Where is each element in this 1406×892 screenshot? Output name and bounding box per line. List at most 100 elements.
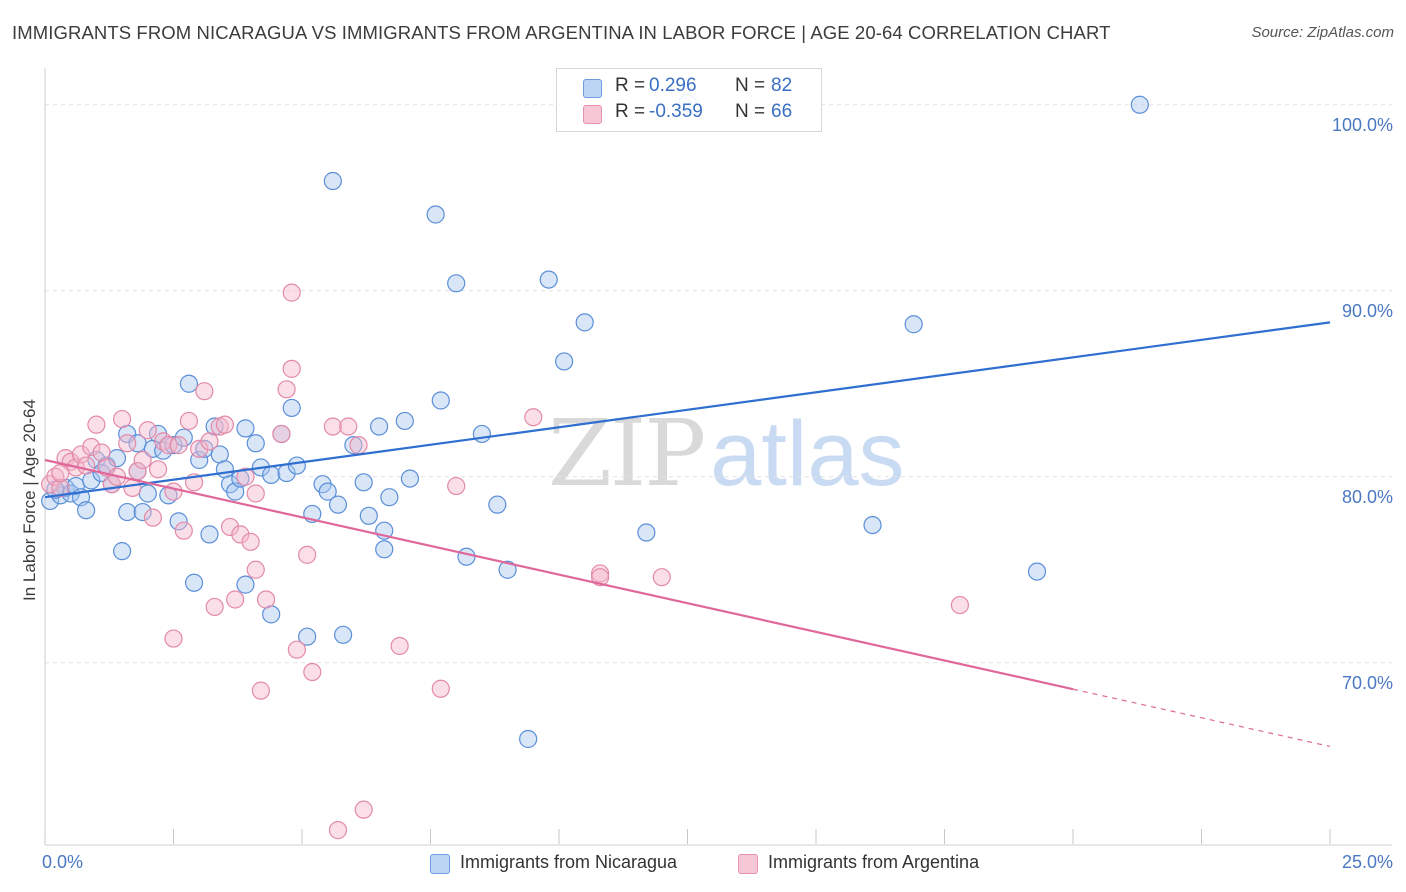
point-argentina (251, 681, 270, 700)
legend-r-value: -0.359 (649, 101, 703, 122)
axes (44, 68, 1392, 846)
legend-swatch-nicaragua (583, 79, 602, 98)
y-axis-label: In Labor Force | Age 20-64 (20, 399, 39, 601)
point-argentina (591, 568, 610, 587)
point-nicaragua (431, 391, 450, 410)
point-nicaragua (447, 274, 466, 293)
x-tick-label: 25.0% (1341, 852, 1393, 872)
point-argentina (138, 421, 157, 440)
point-nicaragua (519, 729, 538, 749)
point-argentina (282, 283, 301, 302)
point-nicaragua (287, 456, 306, 475)
point-nicaragua (359, 506, 378, 525)
point-nicaragua (575, 313, 594, 332)
point-argentina (148, 460, 168, 479)
point-argentina (298, 545, 317, 564)
trend-line-argentina-extrapolated (1072, 688, 1331, 748)
point-nicaragua (488, 495, 507, 514)
point-argentina (246, 484, 265, 503)
point-nicaragua (395, 411, 414, 431)
point-argentina (349, 436, 368, 455)
point-argentina (200, 432, 219, 451)
point-nicaragua (164, 436, 183, 455)
bottom-legend-label-nicaragua: Immigrants from Nicaragua (460, 852, 678, 872)
point-nicaragua (637, 523, 656, 542)
point-nicaragua (184, 573, 204, 592)
point-nicaragua (334, 625, 353, 644)
point-argentina (51, 463, 70, 483)
point-nicaragua (457, 547, 476, 566)
point-nicaragua (118, 502, 137, 522)
point-argentina (205, 597, 224, 617)
point-argentina (287, 640, 306, 659)
point-argentina (431, 679, 450, 698)
legend-n-label: N = (735, 75, 766, 96)
point-nicaragua (328, 495, 348, 514)
point-nicaragua (179, 374, 199, 393)
point-argentina (524, 408, 543, 427)
point-argentina (164, 482, 183, 501)
bottom-legend-swatch-nicaragua (430, 854, 450, 874)
trend-line-nicaragua (44, 321, 1331, 499)
legend-r-label: R = (615, 75, 646, 96)
y-tick-label: 80.0% (1341, 486, 1393, 507)
point-argentina (87, 415, 106, 434)
legend: R = 0.296 N = 82 R = -0.359 N = 66 (556, 68, 822, 132)
point-argentina (323, 417, 342, 436)
trend-line-argentina (44, 458, 1074, 691)
series-nicaragua (41, 93, 1149, 749)
point-nicaragua (236, 575, 255, 594)
y-tick-label: 70.0% (1341, 672, 1393, 693)
y-tick-label: 90.0% (1341, 300, 1393, 321)
point-argentina (174, 521, 193, 540)
point-argentina (195, 382, 214, 401)
point-argentina (71, 445, 91, 464)
point-nicaragua (77, 501, 96, 520)
chart-source: Source: ZipAtlas.com (1251, 24, 1394, 41)
point-argentina (51, 478, 70, 497)
y-axis-label-wrap: In Labor Force | Age 20-64 (16, 300, 44, 700)
point-nicaragua (354, 473, 373, 492)
point-nicaragua (380, 488, 399, 507)
point-nicaragua (246, 434, 265, 453)
legend-n-value: 82 (771, 75, 793, 96)
legend-r-label: R = (615, 101, 646, 122)
point-argentina (303, 662, 322, 682)
point-argentina (390, 636, 409, 656)
legend-r-value: 0.296 (649, 75, 697, 96)
bottom-legend-swatch-argentina (738, 854, 758, 874)
point-nicaragua (298, 627, 317, 646)
point-argentina (236, 467, 255, 486)
point-argentina (220, 517, 240, 537)
point-argentina (354, 800, 373, 819)
point-argentina (143, 508, 163, 527)
point-nicaragua (555, 352, 574, 371)
point-argentina (179, 411, 199, 431)
point-nicaragua (1130, 95, 1149, 114)
point-argentina (277, 380, 296, 399)
point-nicaragua (236, 419, 255, 438)
point-argentina (256, 590, 276, 609)
point-nicaragua (375, 540, 394, 559)
point-argentina (272, 424, 291, 444)
point-nicaragua (370, 417, 389, 436)
legend-n-label: N = (735, 101, 766, 122)
point-argentina (123, 478, 142, 497)
point-argentina (190, 439, 209, 458)
legend-n-value: 66 (771, 101, 793, 122)
point-argentina (950, 595, 970, 615)
point-nicaragua (200, 525, 219, 544)
point-nicaragua (1027, 562, 1047, 581)
point-nicaragua (863, 515, 882, 535)
bottom-legend-label-argentina: Immigrants from Argentina (768, 852, 980, 872)
point-nicaragua (133, 502, 152, 522)
point-argentina (159, 436, 178, 455)
point-argentina (118, 434, 137, 453)
point-argentina (231, 525, 250, 544)
point-argentina (447, 476, 466, 496)
point-argentina (328, 821, 348, 840)
trend-lines (44, 321, 1331, 748)
point-nicaragua (400, 469, 420, 488)
point-nicaragua (344, 436, 363, 455)
